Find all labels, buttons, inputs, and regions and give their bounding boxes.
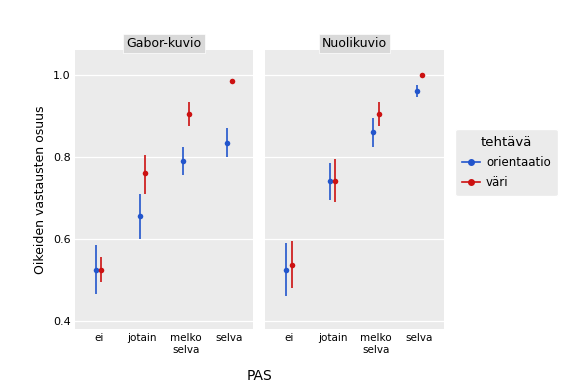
Title: Gabor-kuvio: Gabor-kuvio <box>127 37 202 50</box>
Legend: orientaatio, väri: orientaatio, väri <box>455 129 558 196</box>
Y-axis label: Oikeiden vastausten osuus: Oikeiden vastausten osuus <box>35 105 47 274</box>
Text: PAS: PAS <box>247 369 272 383</box>
Title: Nuolikuvio: Nuolikuvio <box>321 37 387 50</box>
